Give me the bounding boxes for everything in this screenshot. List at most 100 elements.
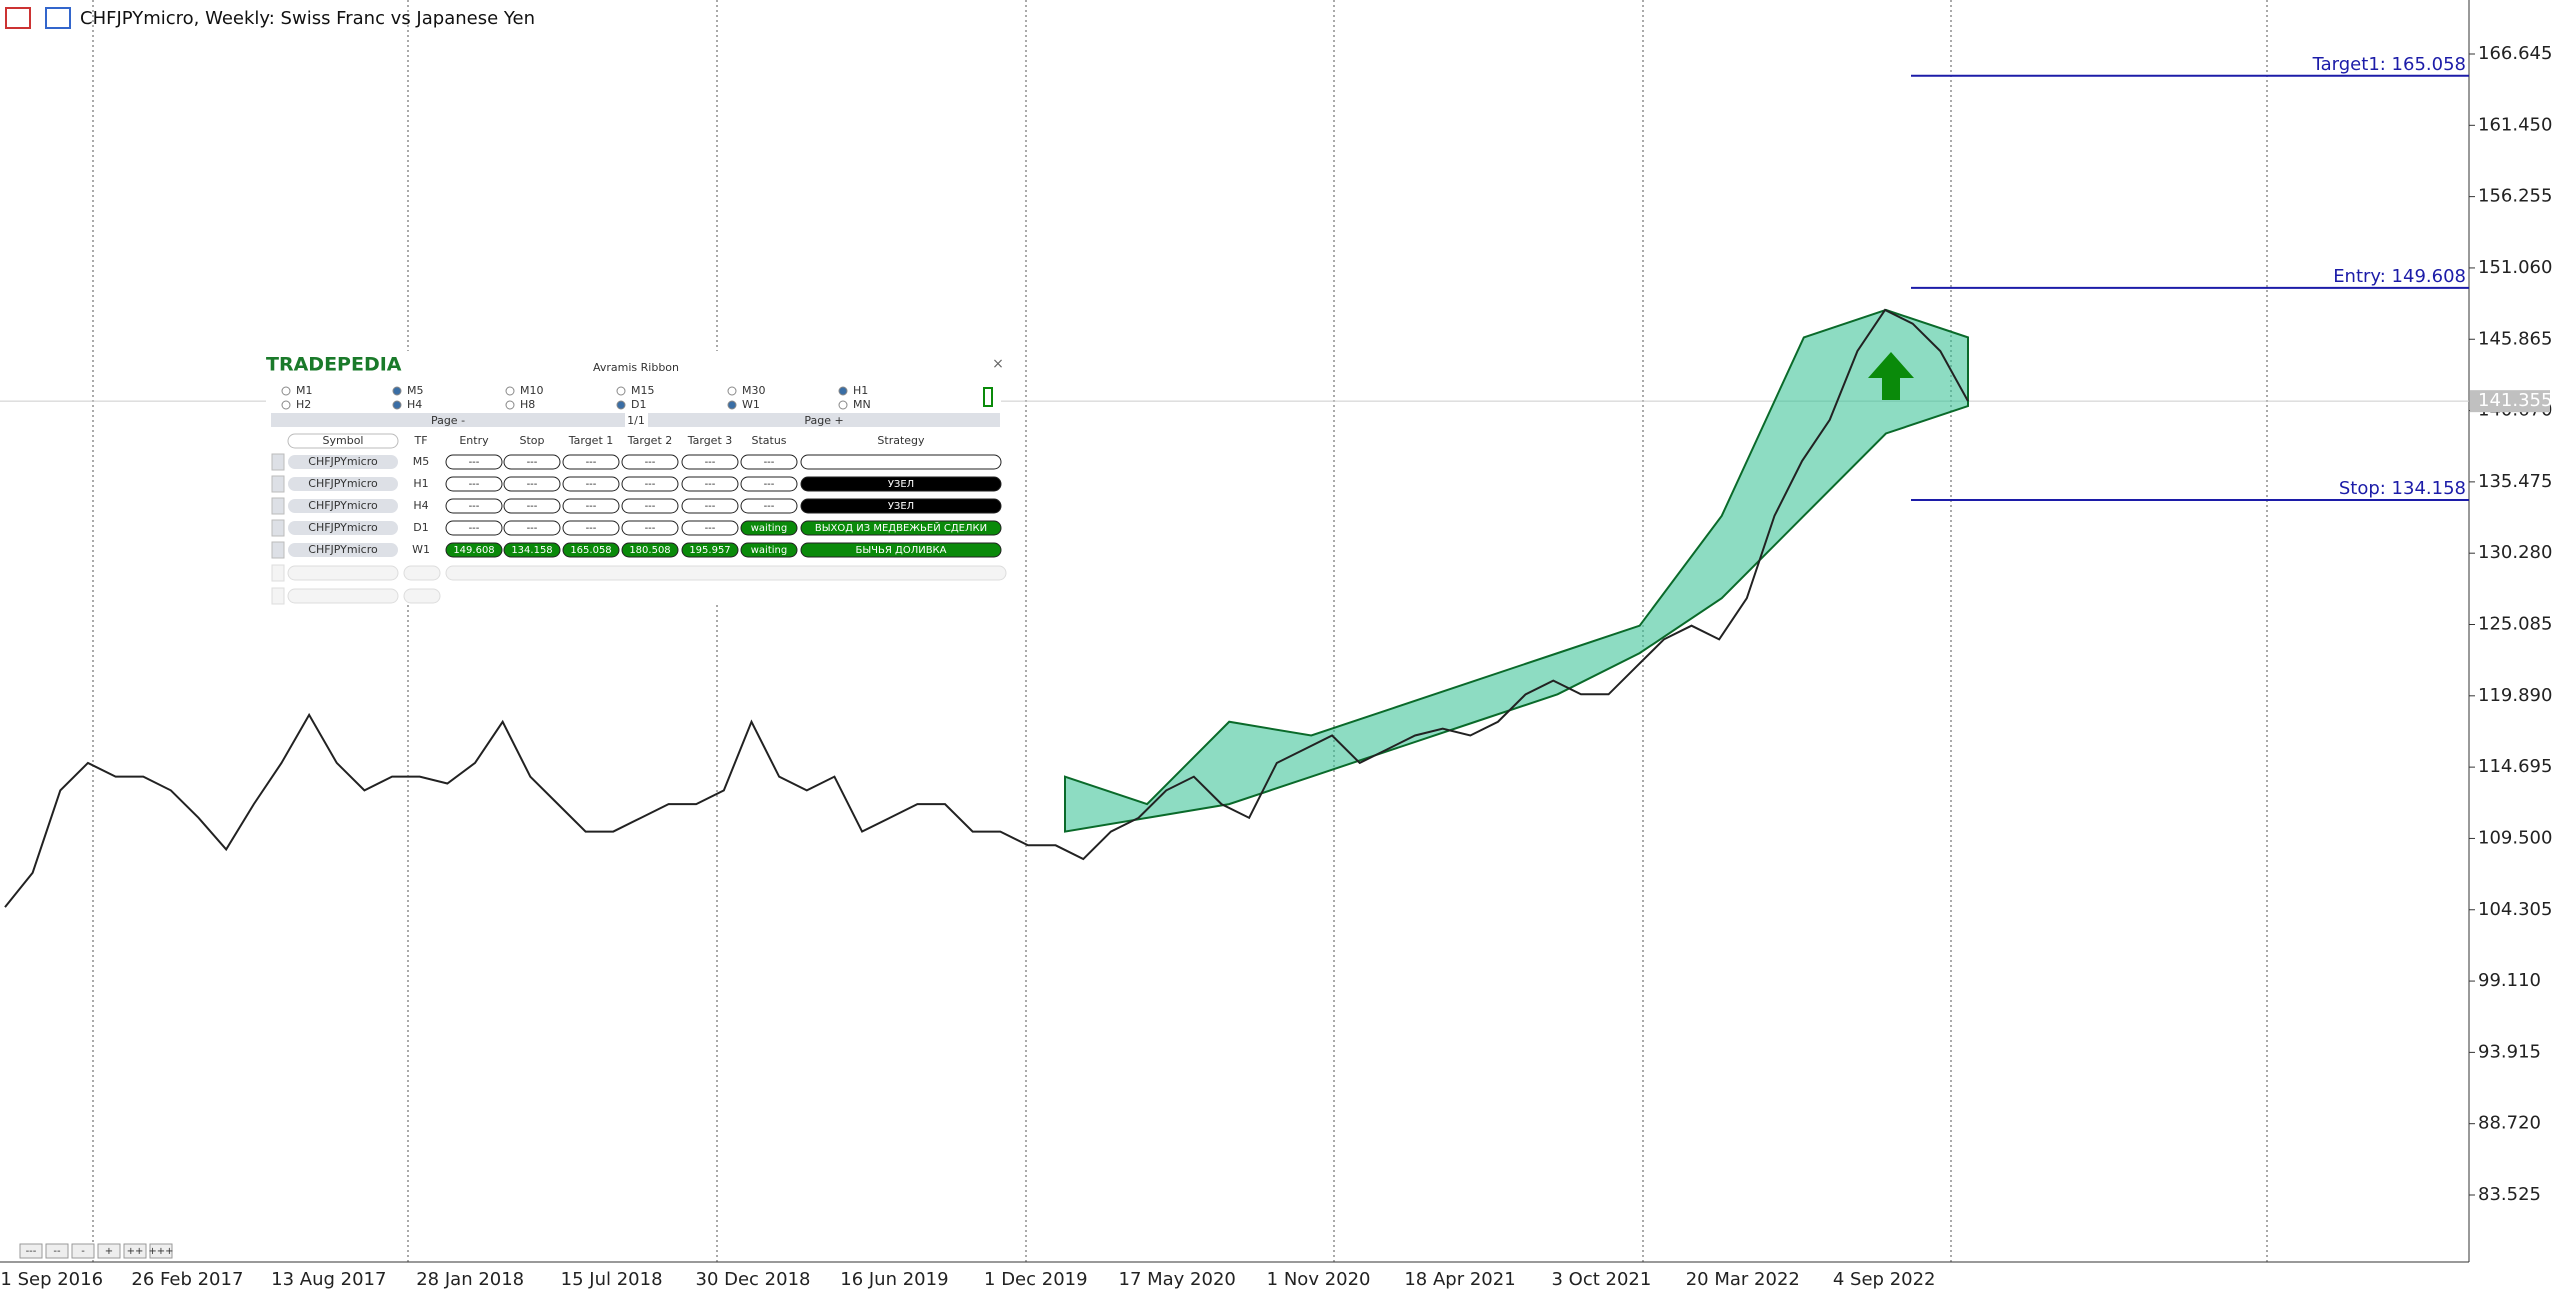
zoom-button[interactable] [45, 1243, 69, 1259]
cell-pill [503, 520, 561, 536]
x-tick-label: 28 Jan 2018 [416, 1269, 524, 1290]
y-tick-label: 93.915 [2478, 1041, 2541, 1062]
y-tick-label: 109.500 [2478, 827, 2552, 848]
cell-pill [445, 520, 503, 536]
page-prev-button[interactable] [271, 413, 625, 427]
price-line [4, 308, 1969, 908]
radio[interactable] [616, 400, 626, 410]
column-header: Stop [519, 434, 544, 447]
radio[interactable] [281, 386, 291, 396]
cell-text: waiting [751, 523, 787, 534]
symbol-pill [288, 455, 398, 469]
radio[interactable] [838, 386, 848, 396]
row-symbol: CHFJPYmicro [308, 455, 378, 468]
status-indicator [983, 387, 993, 407]
zoom-button[interactable] [97, 1243, 121, 1259]
cell-pill [681, 476, 739, 492]
zoom-button[interactable] [71, 1243, 95, 1259]
signal-arrow [1868, 352, 1914, 400]
cell-text: --- [586, 479, 597, 490]
radio[interactable] [505, 400, 515, 410]
cell-text: --- [469, 523, 480, 534]
cell-text: --- [764, 501, 775, 512]
y-tick-label: 83.525 [2478, 1184, 2541, 1205]
column-header: Strategy [877, 434, 925, 447]
cell-pill [681, 498, 739, 514]
radio[interactable] [838, 400, 848, 410]
cell-pill [445, 454, 503, 470]
cell-text: --- [705, 523, 716, 534]
radio[interactable] [616, 386, 626, 396]
level-label: Target1: 165.058 [2312, 54, 2466, 75]
empty-rows [271, 564, 1007, 605]
row-tf: M5 [413, 455, 430, 468]
cell-text: 134.158 [511, 545, 552, 556]
page-info: 1/1 [627, 414, 645, 427]
header-pill [287, 433, 399, 449]
radio-label: D1 [631, 398, 646, 411]
panel-close[interactable]: × [992, 356, 1004, 372]
cell-text: --- [527, 501, 538, 512]
row-tf: H1 [413, 477, 428, 490]
cell-pill [621, 520, 679, 536]
cell-text: --- [645, 479, 656, 490]
radio-label: H4 [407, 398, 422, 411]
zoom-button[interactable] [19, 1243, 43, 1259]
row-icon[interactable] [271, 453, 285, 471]
zoom-button-label: ++ [127, 1246, 144, 1257]
cell-text: ВЫХОД ИЗ МЕДВЕЖЬЕЙ СДЕЛКИ [815, 521, 987, 534]
zoom-button[interactable] [123, 1243, 147, 1259]
cell-text: 180.508 [629, 545, 670, 556]
cell-text: --- [527, 523, 538, 534]
cell-pill [621, 542, 679, 558]
row-icon[interactable] [271, 541, 285, 559]
cell-pill [800, 498, 1002, 514]
level-label: Stop: 134.158 [2339, 478, 2466, 499]
x-tick-label: 18 Apr 2021 [1404, 1269, 1515, 1290]
x-tick-label: 20 Mar 2022 [1686, 1269, 1800, 1290]
cell-pill [562, 498, 620, 514]
cell-pill [740, 476, 798, 492]
radio[interactable] [281, 400, 291, 410]
cell-text: 195.957 [689, 545, 730, 556]
y-tick-label: 125.085 [2478, 614, 2552, 635]
radio[interactable] [505, 386, 515, 396]
y-tick-label: 114.695 [2478, 756, 2552, 777]
cell-pill [503, 476, 561, 492]
cell-pill [503, 542, 561, 558]
radio[interactable] [392, 400, 402, 410]
cell-pill [800, 476, 1002, 492]
y-tick-label: 156.255 [2478, 186, 2552, 207]
row-icon[interactable] [271, 475, 285, 493]
column-header: Status [751, 434, 786, 447]
radio-label: M1 [296, 384, 313, 397]
page-next-button[interactable] [648, 413, 1000, 427]
cell-text: --- [586, 501, 597, 512]
cell-text: --- [764, 479, 775, 490]
panel-logo: TRADEPEDIA [266, 354, 402, 376]
radio[interactable] [392, 386, 402, 396]
chart-title: CHFJPYmicro, Weekly: Swiss Franc vs Japa… [80, 8, 535, 29]
cell-pill [800, 520, 1002, 536]
cell-text: --- [645, 501, 656, 512]
cell-text: --- [645, 523, 656, 534]
indicator-panel: TRADEPEDIA Avramis Ribbon × Page - 1/1 P… [266, 351, 1007, 605]
plot: 166.645161.450156.255151.060145.865140.6… [0, 43, 2552, 1290]
cell-pill [800, 454, 1002, 470]
radio-label: MN [853, 398, 871, 411]
panel-title: Avramis Ribbon [593, 361, 679, 374]
ribbon [1064, 308, 1969, 833]
zoom-button[interactable] [149, 1243, 173, 1259]
y-tick-label: 151.060 [2478, 257, 2552, 278]
cell-pill [740, 542, 798, 558]
radio[interactable] [727, 386, 737, 396]
row-icon[interactable] [271, 519, 285, 537]
page-next-label: Page + [804, 414, 843, 427]
cell-pill [621, 454, 679, 470]
y-tick-label: 166.645 [2478, 43, 2552, 64]
cell-pill [681, 454, 739, 470]
cell-pill [621, 476, 679, 492]
row-icon[interactable] [271, 497, 285, 515]
radio[interactable] [727, 400, 737, 410]
